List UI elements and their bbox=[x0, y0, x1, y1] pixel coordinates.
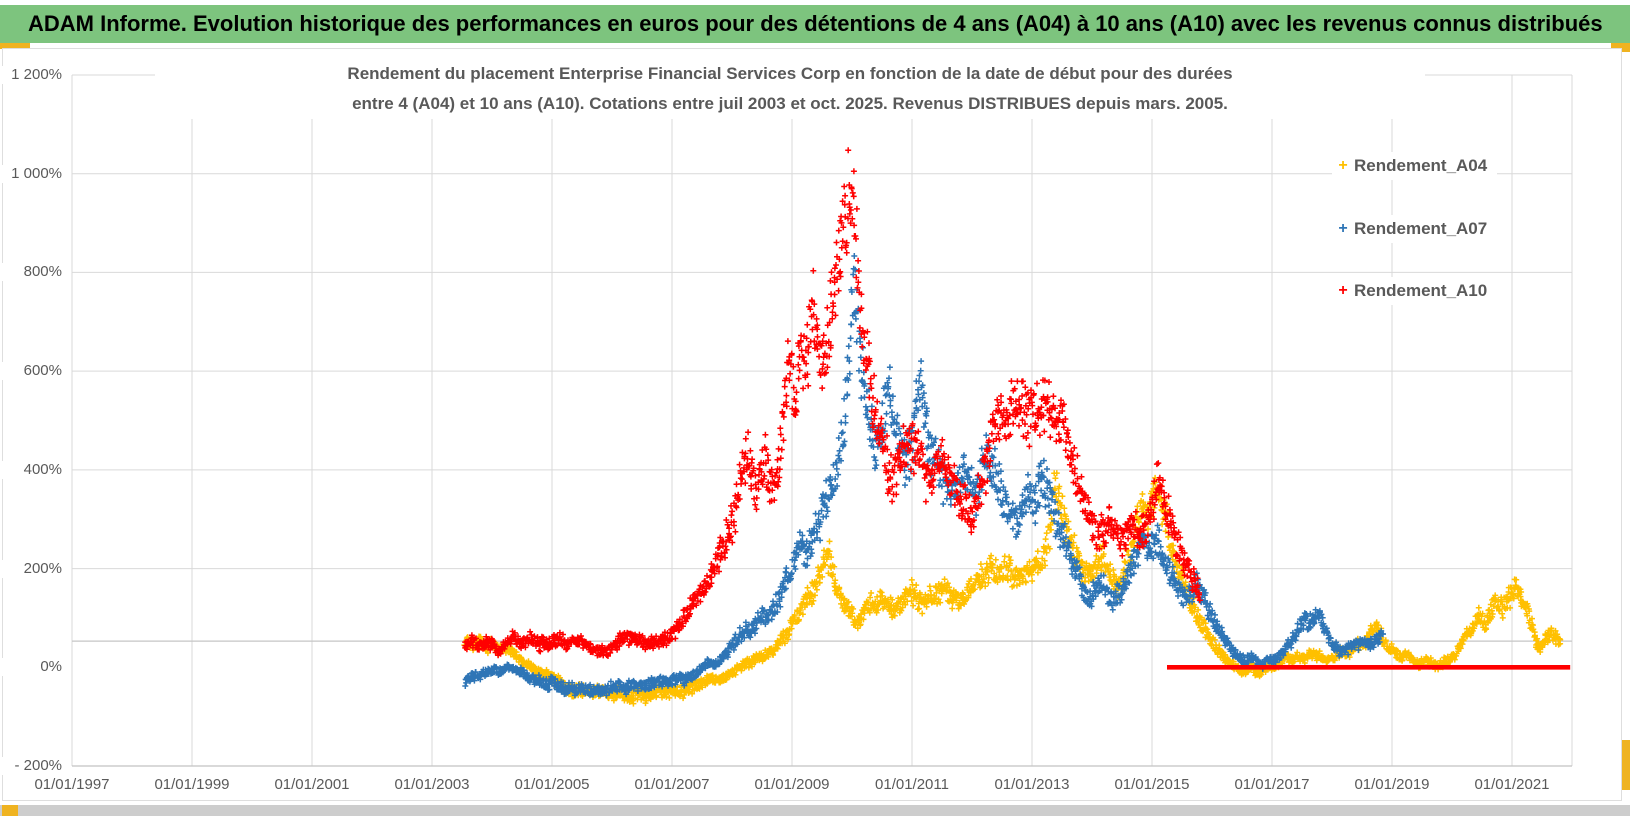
chart-title: Rendement du placement Enterprise Financ… bbox=[155, 59, 1425, 119]
y-tick-label: 1 200% bbox=[0, 66, 62, 84]
x-tick-label: 01/01/2019 bbox=[1354, 776, 1430, 793]
gold-accent-bottom-left bbox=[2, 805, 18, 816]
x-tick-label: 01/01/1999 bbox=[154, 776, 230, 793]
x-tick-label: 01/01/2011 bbox=[875, 776, 949, 793]
gold-accent-top-left bbox=[0, 43, 30, 49]
x-tick-label: 01/01/2013 bbox=[994, 776, 1070, 793]
y-tick-label: - 200% bbox=[0, 757, 62, 775]
y-tick-label: 400% bbox=[0, 460, 62, 479]
x-tick-label: 01/01/2003 bbox=[394, 776, 470, 793]
x-tick-label: 01/01/2007 bbox=[634, 776, 710, 793]
legend-label: Rendement_A10 bbox=[1354, 281, 1488, 300]
x-tick-label: 01/01/2005 bbox=[514, 776, 590, 793]
x-tick-label: 01/01/2021 bbox=[1474, 776, 1550, 793]
gold-accent-top-right bbox=[1611, 43, 1630, 52]
chart-title-line1: Rendement du placement Enterprise Financ… bbox=[347, 64, 1233, 83]
x-tick-label: 01/01/2017 bbox=[1234, 776, 1310, 793]
banner-title: ADAM Informe. Evolution historique des p… bbox=[0, 5, 1630, 43]
legend-label: Rendement_A04 bbox=[1354, 156, 1488, 175]
y-tick-label: 800% bbox=[0, 263, 62, 282]
x-tick-label: 01/01/2009 bbox=[754, 776, 830, 793]
legend-label: Rendement_A07 bbox=[1354, 218, 1488, 238]
legend-plus-marker-icon: + bbox=[1338, 219, 1348, 237]
chart-title-line2: entre 4 (A04) et 10 ans (A10). Cotations… bbox=[352, 94, 1228, 113]
y-tick-label: 1 000% bbox=[0, 164, 62, 183]
y-tick-label: 0% bbox=[0, 658, 62, 677]
legend-item-rendement_a10[interactable]: + Rendement_A10 bbox=[1332, 277, 1498, 305]
y-tick-label: 200% bbox=[0, 559, 62, 578]
legend-plus-marker-icon: + bbox=[1338, 157, 1348, 174]
x-tick-label: 01/01/2001 bbox=[274, 776, 350, 793]
x-tick-label: 01/01/2015 bbox=[1114, 776, 1190, 793]
series-rendement_a07 bbox=[462, 253, 1386, 699]
legend-item-rendement_a04[interactable]: + Rendement_A04 bbox=[1332, 152, 1498, 180]
legend-item-rendement_a07[interactable]: + Rendement_A07 bbox=[1332, 214, 1498, 243]
gold-accent-bottom-right bbox=[1619, 740, 1630, 790]
legend-plus-marker-icon: + bbox=[1338, 282, 1348, 299]
y-tick-label: 600% bbox=[0, 362, 62, 381]
bottom-strip bbox=[0, 805, 1630, 816]
x-tick-label: 01/01/1997 bbox=[34, 776, 110, 793]
series-rendement_a10 bbox=[462, 147, 1203, 659]
